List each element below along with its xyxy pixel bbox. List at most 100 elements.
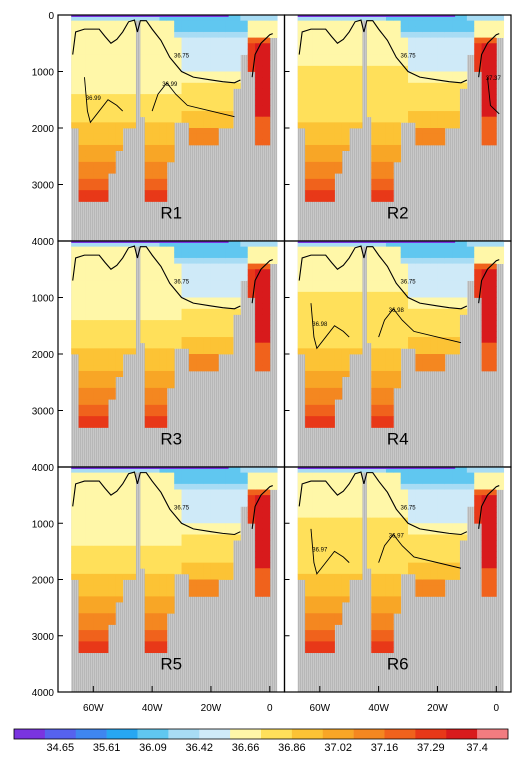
- data-cell: [71, 523, 79, 530]
- data-cell: [444, 568, 453, 575]
- data-cell: [262, 252, 271, 259]
- data-cell: [422, 286, 431, 293]
- data-cell: [85, 263, 94, 270]
- data-cell: [233, 280, 241, 287]
- data-cell: [181, 562, 190, 569]
- data-cell: [137, 467, 146, 474]
- data-cell: [78, 354, 87, 361]
- data-cell: [85, 280, 94, 287]
- data-cell: [233, 534, 241, 541]
- data-cell: [240, 472, 249, 479]
- data-cell: [378, 523, 387, 530]
- data-cell: [305, 173, 313, 180]
- data-cell: [115, 562, 124, 569]
- data-cell: [305, 545, 313, 552]
- data-cell: [349, 105, 357, 112]
- data-cell: [181, 252, 190, 259]
- contour-east: [251, 259, 273, 304]
- data-cell: [85, 528, 94, 535]
- data-cell: [218, 122, 227, 129]
- data-cell: [422, 88, 431, 95]
- data-cell: [203, 348, 212, 355]
- data-cell: [247, 286, 256, 293]
- data-cell: [481, 314, 490, 321]
- data-cell: [115, 111, 124, 118]
- data-cell: [166, 77, 175, 84]
- data-cell: [430, 257, 438, 264]
- data-cell: [334, 585, 343, 592]
- data-cell: [341, 342, 350, 349]
- data-cell: [312, 630, 321, 637]
- data-cell: [93, 545, 102, 552]
- data-cell: [378, 15, 387, 22]
- data-cell: [393, 370, 402, 377]
- data-cell: [166, 495, 175, 502]
- data-cell: [159, 15, 168, 22]
- data-cell: [78, 641, 87, 648]
- data-cell: [115, 320, 124, 327]
- data-cell: [422, 303, 431, 310]
- data-cell: [115, 82, 124, 89]
- data-cell: [71, 269, 79, 276]
- data-cell: [393, 557, 402, 564]
- data-cell: [334, 286, 343, 293]
- data-cell: [144, 99, 153, 106]
- data-cell: [218, 551, 227, 558]
- data-cell: [327, 630, 335, 637]
- data-cell: [312, 241, 321, 248]
- data-cell: [408, 65, 416, 72]
- data-cell: [262, 590, 271, 597]
- data-cell: [78, 156, 87, 163]
- data-cell: [85, 139, 94, 146]
- data-cell: [385, 370, 394, 377]
- data-cell: [196, 562, 205, 569]
- data-cell: [312, 48, 321, 55]
- data-cell: [181, 20, 190, 27]
- data-cell: [188, 274, 197, 281]
- data-cell: [144, 624, 153, 631]
- data-cell: [152, 246, 160, 253]
- data-cell: [400, 286, 409, 293]
- x-tick-label: 60W: [310, 703, 331, 714]
- contour-36-75: [72, 245, 241, 310]
- data-cell: [415, 325, 424, 332]
- data-cell: [122, 252, 131, 259]
- contour-inner-east: [487, 77, 500, 115]
- data-cell: [327, 252, 335, 259]
- data-cell: [115, 37, 124, 44]
- colorbar-swatch: [44, 729, 77, 739]
- data-cell: [319, 48, 328, 55]
- data-cell: [166, 246, 175, 253]
- data-cell: [305, 573, 313, 580]
- data-cell: [78, 331, 87, 338]
- data-cell: [85, 545, 94, 552]
- data-cell: [218, 246, 227, 253]
- data-cell: [262, 523, 271, 530]
- data-cell: [437, 252, 446, 259]
- data-cell: [174, 20, 182, 27]
- data-cell: [100, 517, 109, 524]
- data-cell: [393, 88, 402, 95]
- data-cell: [85, 31, 94, 38]
- data-cell: [108, 133, 116, 140]
- data-cell: [422, 528, 431, 535]
- data-cell: [444, 534, 453, 541]
- data-cell: [210, 65, 219, 72]
- data-cell: [144, 495, 153, 502]
- data-cell: [159, 111, 168, 118]
- data-cell: [255, 111, 263, 118]
- data-cell: [430, 337, 438, 344]
- data-cell: [385, 37, 394, 44]
- data-cell: [137, 37, 146, 44]
- data-cell: [327, 263, 335, 270]
- data-cell: [319, 20, 328, 27]
- data-cell: [100, 337, 109, 344]
- data-cell: [78, 88, 87, 95]
- data-cell: [144, 65, 153, 72]
- data-cell: [452, 472, 460, 479]
- data-cell: [78, 359, 87, 366]
- data-cell: [349, 483, 357, 490]
- data-cell: [305, 467, 313, 474]
- data-cell: [255, 562, 263, 569]
- data-cell: [393, 602, 402, 609]
